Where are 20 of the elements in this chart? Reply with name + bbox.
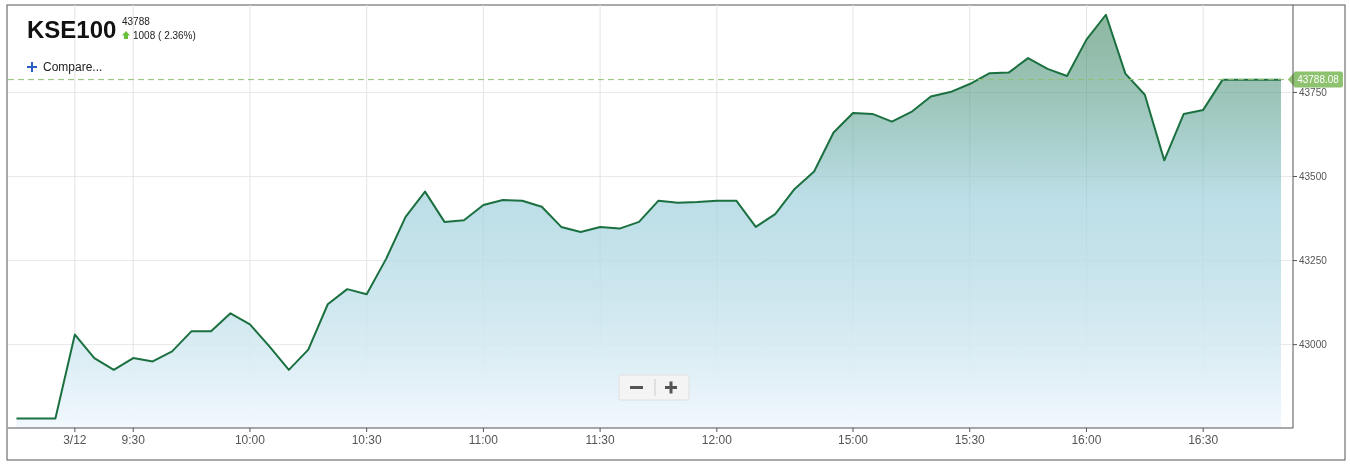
- x-tick-label: 15:00: [838, 433, 869, 447]
- x-tick-label: 11:00: [468, 433, 499, 447]
- y-tick-label: 43500: [1299, 170, 1328, 182]
- y-tick-label: 43000: [1299, 339, 1328, 351]
- x-tick-label: 16:30: [1188, 433, 1219, 447]
- x-tick-label: 10:30: [351, 433, 383, 447]
- x-tick-label: 15:30: [954, 433, 986, 447]
- x-tick-label: 10:00: [234, 433, 266, 447]
- x-tick-label: 12:00: [701, 433, 733, 447]
- x-tick-label: 9:30: [121, 433, 146, 447]
- ref-line-label: 43788.08: [1297, 74, 1340, 86]
- x-tick-label: 3/12: [63, 433, 87, 447]
- annotation: 43788: [122, 16, 151, 27]
- y-tick-label: 43250: [1299, 255, 1328, 267]
- y-tick-label: 43750: [1299, 86, 1328, 98]
- text: KSE100: [27, 16, 117, 43]
- x-tick-label: 11:30: [585, 433, 616, 447]
- annotation: Compare...: [43, 60, 103, 74]
- x-tick-label: 16:00: [1071, 433, 1102, 447]
- annotation: 1008 ( 2.36%): [133, 30, 196, 41]
